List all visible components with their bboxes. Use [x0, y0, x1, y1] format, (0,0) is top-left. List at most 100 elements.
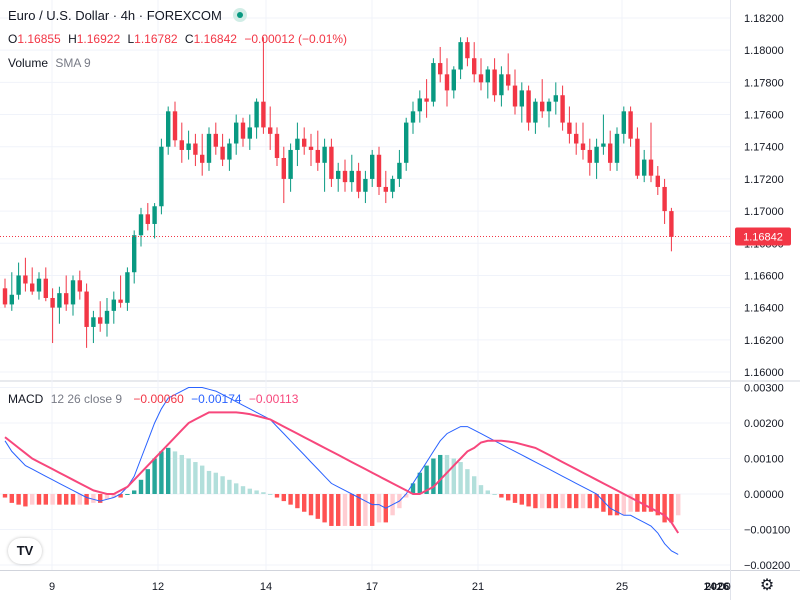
histogram-bar: [635, 494, 640, 512]
time-tick-label: 14: [260, 581, 272, 593]
candle-body: [104, 310, 110, 324]
candle-body: [438, 63, 443, 75]
candle-body: [30, 283, 35, 292]
candle-body: [553, 95, 558, 102]
histogram-bar: [125, 494, 130, 495]
candle-body: [370, 154, 375, 179]
candle-body: [519, 90, 524, 107]
histogram-bar: [206, 470, 212, 494]
candle-body: [560, 95, 565, 123]
histogram-bar: [492, 494, 497, 495]
candle-body: [23, 275, 28, 284]
candle-body: [397, 162, 402, 179]
histogram-bar: [512, 494, 518, 503]
candle-body: [308, 146, 314, 150]
histogram-bar: [70, 494, 76, 505]
histogram-bar: [628, 494, 633, 512]
candle-body: [43, 278, 48, 298]
candle-body: [540, 101, 545, 112]
histogram-bar: [621, 494, 626, 516]
candle-body: [77, 280, 82, 292]
candle-body: [580, 143, 586, 150]
histogram-bar: [363, 494, 368, 526]
candle-body: [57, 293, 62, 308]
candle-body: [91, 317, 96, 327]
time-tick-label: 12: [152, 581, 164, 593]
histogram-bar: [159, 451, 164, 494]
candle-body: [472, 58, 477, 75]
macd-tick-label: 0.00100: [744, 454, 784, 466]
time-tick-label: 9: [49, 581, 55, 593]
candle-body: [648, 159, 654, 176]
macd-legend[interactable]: MACD 12 26 close 9 −0.00060 −0.00174 −0.…: [8, 392, 302, 406]
histogram-bar: [642, 494, 647, 512]
price-tick-label: 1.18200: [744, 13, 784, 25]
histogram-bar: [295, 494, 300, 509]
candle-body: [614, 133, 620, 163]
histogram-bar: [608, 494, 613, 516]
histogram-bar: [234, 483, 239, 494]
histogram-bar: [111, 494, 116, 498]
macd-params: 12 26 close 9: [50, 392, 123, 406]
candle-body: [444, 74, 450, 91]
candle-body: [125, 272, 130, 303]
settings-icon[interactable]: ⚙: [759, 577, 775, 594]
histogram-bar: [118, 494, 123, 498]
histogram-bar: [506, 494, 511, 501]
histogram-bar: [655, 494, 660, 516]
candle-body: [533, 101, 538, 123]
histogram-bar: [288, 494, 293, 505]
histogram-bar: [424, 465, 429, 494]
macd-tick-label: 0.00200: [744, 418, 784, 430]
candle-body: [458, 42, 463, 70]
candle-body: [506, 74, 511, 86]
signal-line: [4, 411, 680, 534]
tradingview-logo-icon[interactable]: TV: [8, 538, 42, 564]
candle-body: [227, 143, 232, 160]
ohlc-open: O1.16855: [8, 32, 61, 46]
candle-body: [179, 140, 184, 150]
candle-body: [655, 175, 660, 187]
macd-line-value: −0.00174: [191, 392, 242, 406]
volume-legend[interactable]: Volume SMA 9: [8, 56, 95, 70]
candle-body: [465, 42, 470, 59]
candle-body: [111, 299, 116, 311]
ohlc-high: H1.16922: [68, 32, 121, 46]
histogram-bar: [540, 494, 545, 509]
symbol-legend[interactable]: Euro / U.S. Dollar · 4h · FOREXCOM: [8, 8, 251, 23]
histogram-bar: [43, 494, 48, 505]
histogram-bar: [465, 469, 470, 494]
histogram-bar: [268, 494, 273, 495]
histogram-bar: [104, 494, 110, 500]
symbol-title[interactable]: Euro / U.S. Dollar · 4h · FOREXCOM: [8, 8, 222, 23]
histogram-bar: [274, 494, 280, 498]
time-tick-label: 17: [366, 581, 378, 593]
histogram-bar: [50, 494, 55, 505]
histogram-bar: [2, 494, 8, 498]
histogram-bar: [213, 472, 218, 494]
histogram-bar: [240, 486, 246, 494]
histogram-bar: [57, 494, 62, 505]
candle-body: [410, 111, 416, 123]
histogram-bar: [281, 494, 286, 502]
candle-body: [424, 98, 429, 102]
candle-body: [492, 69, 497, 96]
candle-body: [206, 133, 212, 163]
market-status-icon[interactable]: [233, 8, 248, 22]
histogram-bar: [308, 494, 314, 516]
histogram-bar: [77, 494, 82, 505]
histogram-bar: [438, 454, 443, 494]
histogram-bar: [546, 494, 552, 509]
histogram-bar: [322, 494, 327, 523]
candle-body: [302, 138, 307, 147]
histogram-bar: [16, 494, 21, 505]
macd-tick-label: 0.00000: [744, 489, 784, 501]
histogram-bar: [519, 494, 524, 505]
candle-body: [329, 146, 334, 179]
candle-body: [152, 206, 157, 224]
candle-body: [36, 278, 42, 292]
candle-body: [274, 133, 280, 158]
histogram-bar: [302, 494, 307, 512]
histogram-bar: [172, 451, 178, 494]
